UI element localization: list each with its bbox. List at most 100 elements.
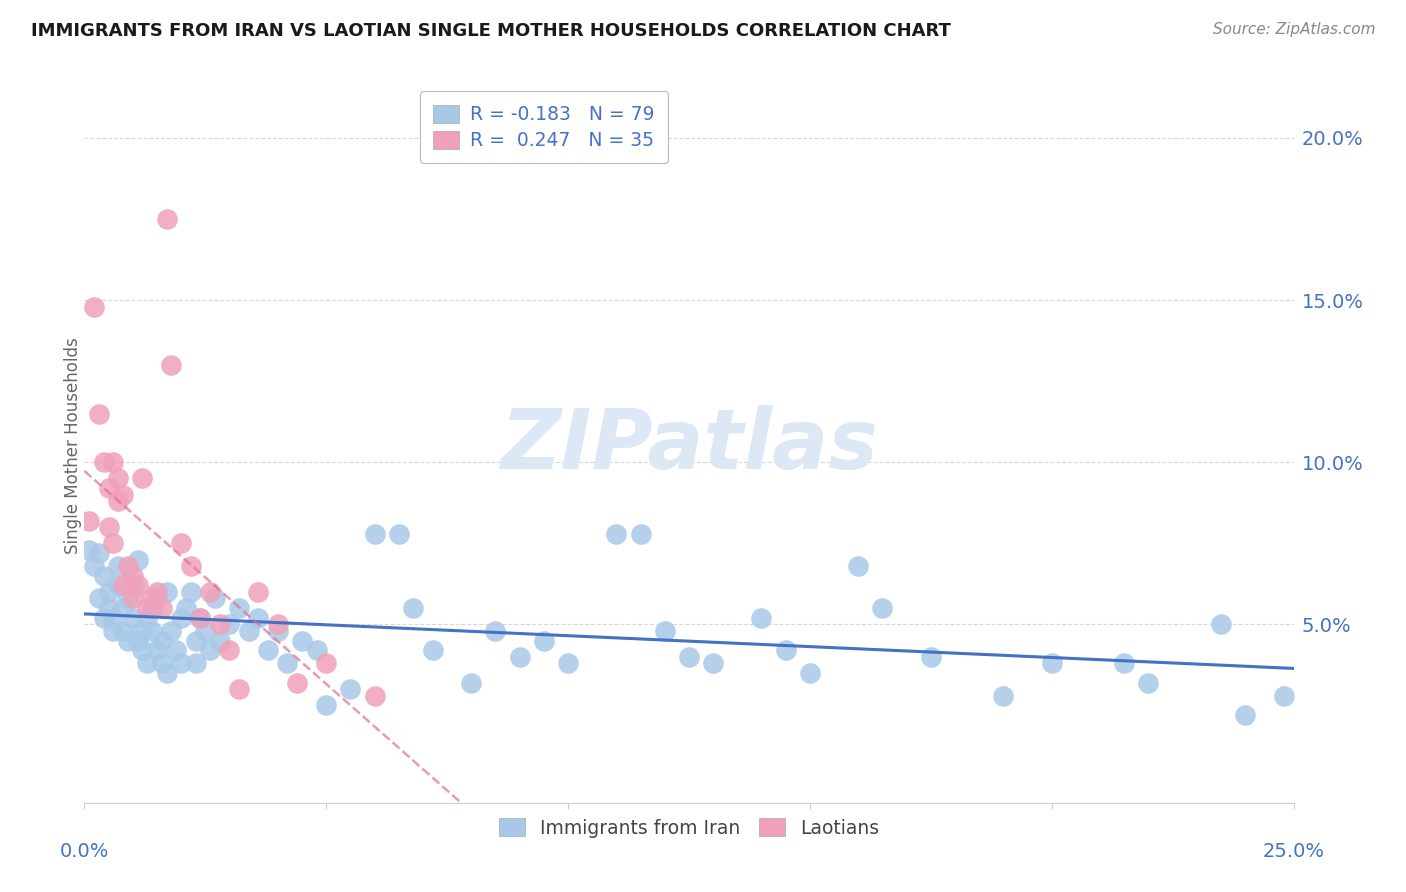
Point [103, 455, 125, 469]
Point [920, 649, 942, 664]
Point [1272, 689, 1295, 703]
Point [131, 471, 153, 485]
Point [993, 689, 1015, 703]
Point [339, 682, 361, 697]
Point [775, 643, 797, 657]
Point [121, 611, 143, 625]
Point [228, 682, 250, 697]
Point [257, 643, 280, 657]
Point [117, 559, 139, 574]
Point [218, 617, 240, 632]
Point [77, 514, 100, 528]
Point [305, 643, 328, 657]
Point [751, 611, 773, 625]
Point [155, 666, 177, 681]
Point [131, 624, 153, 638]
Text: 25.0%: 25.0% [1263, 842, 1324, 861]
Point [127, 633, 149, 648]
Point [533, 633, 555, 648]
Point [107, 494, 129, 508]
Point [204, 591, 226, 606]
Point [198, 643, 221, 657]
Point [228, 601, 250, 615]
Point [198, 585, 221, 599]
Point [1114, 657, 1136, 671]
Point [184, 657, 207, 671]
Point [141, 591, 163, 606]
Point [112, 488, 135, 502]
Point [87, 591, 110, 606]
Point [77, 542, 100, 557]
Point [87, 407, 110, 421]
Point [190, 611, 212, 625]
Point [174, 601, 197, 615]
Point [121, 591, 143, 606]
Point [97, 520, 120, 534]
Point [170, 536, 193, 550]
Point [112, 601, 135, 615]
Point [557, 657, 579, 671]
Point [97, 481, 120, 495]
Point [127, 578, 149, 592]
Point [146, 643, 169, 657]
Point [103, 536, 125, 550]
Point [150, 657, 173, 671]
Text: ZIPatlas: ZIPatlas [501, 406, 877, 486]
Point [103, 611, 125, 625]
Point [141, 601, 163, 615]
Point [1137, 675, 1160, 690]
Point [180, 559, 202, 574]
Point [208, 633, 231, 648]
Point [208, 617, 231, 632]
Point [131, 643, 153, 657]
Point [146, 585, 169, 599]
Point [121, 578, 143, 592]
Point [127, 552, 149, 566]
Point [103, 624, 125, 638]
Point [422, 643, 444, 657]
Point [112, 624, 135, 638]
Point [97, 585, 120, 599]
Point [141, 624, 163, 638]
Point [872, 601, 894, 615]
Point [136, 601, 159, 615]
Point [194, 624, 217, 638]
Point [136, 611, 159, 625]
Y-axis label: Single Mother Households: Single Mother Households [65, 338, 82, 554]
Point [155, 211, 177, 226]
Point [184, 633, 207, 648]
Point [363, 526, 385, 541]
Point [190, 611, 212, 625]
Point [291, 633, 314, 648]
Point [218, 643, 240, 657]
Point [1040, 657, 1063, 671]
Point [83, 559, 105, 574]
Point [180, 585, 202, 599]
Point [146, 591, 169, 606]
Point [1234, 708, 1257, 723]
Point [315, 657, 337, 671]
Point [112, 578, 135, 592]
Point [509, 649, 531, 664]
Point [170, 657, 193, 671]
Point [117, 633, 139, 648]
Point [654, 624, 676, 638]
Point [238, 624, 260, 638]
Point [160, 624, 183, 638]
Legend: Immigrants from Iran, Laotians: Immigrants from Iran, Laotians [489, 809, 889, 847]
Point [83, 300, 105, 314]
Point [107, 578, 129, 592]
Point [402, 601, 425, 615]
Point [846, 559, 869, 574]
Point [388, 526, 411, 541]
Point [93, 455, 115, 469]
Point [93, 568, 115, 582]
Point [160, 358, 183, 372]
Point [678, 649, 700, 664]
Point [630, 526, 652, 541]
Point [247, 611, 270, 625]
Point [460, 675, 482, 690]
Point [150, 601, 173, 615]
Point [117, 591, 139, 606]
Text: Source: ZipAtlas.com: Source: ZipAtlas.com [1212, 22, 1375, 37]
